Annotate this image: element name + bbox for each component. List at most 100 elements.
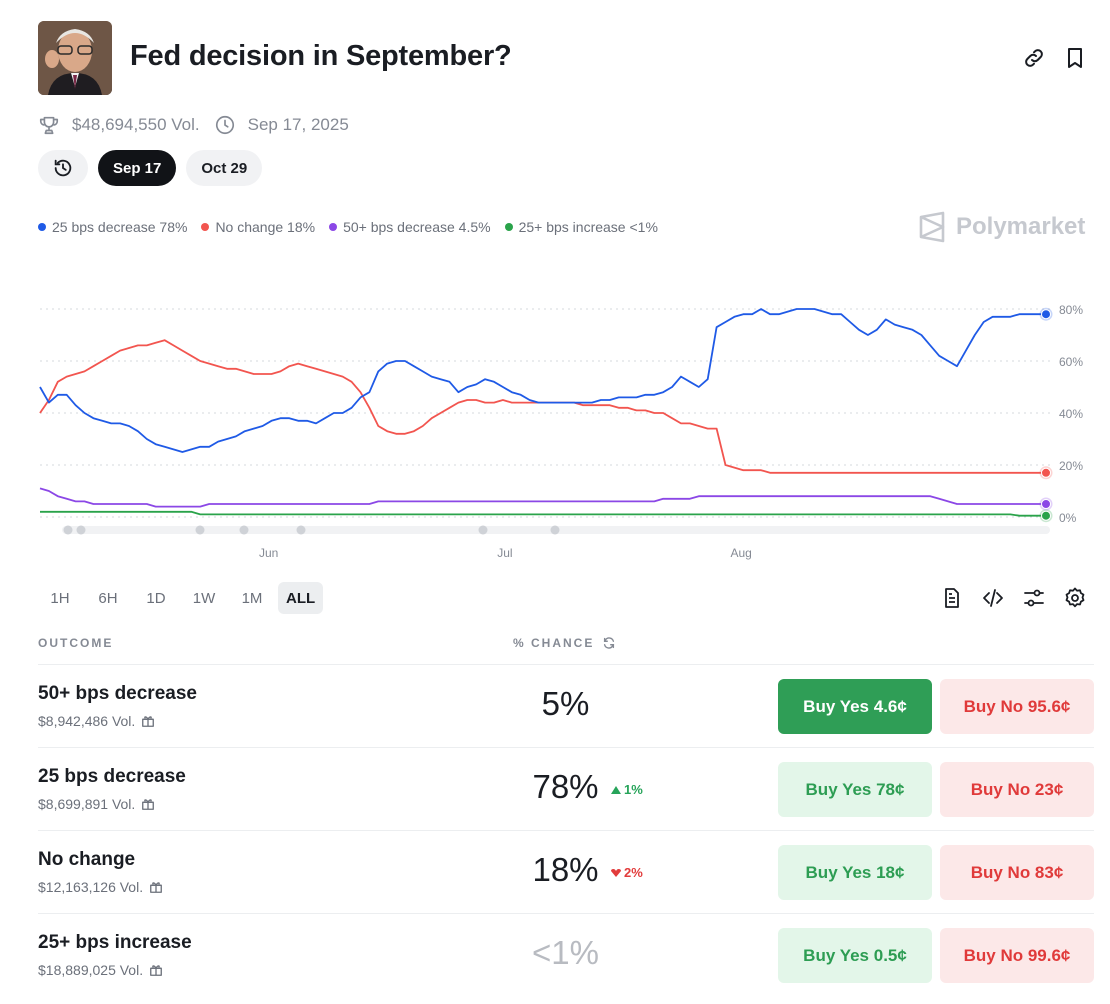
chart-legend: 25 bps decrease 78% No change 18% 50+ bp… xyxy=(38,219,658,235)
embed-code-icon[interactable] xyxy=(981,586,1005,610)
outcome-name: 50+ bps decrease xyxy=(38,683,197,704)
outcome-row[interactable]: 25+ bps increase $18,889,025 Vol. <1% Bu… xyxy=(38,913,1094,996)
time-range-selector: 1H 6H 1D 1W 1M ALL xyxy=(38,582,324,614)
history-icon xyxy=(54,159,72,177)
chance-delta-up: 1% xyxy=(611,782,643,797)
bookmark-icon[interactable] xyxy=(1063,46,1087,70)
outcome-row[interactable]: 50+ bps decrease $8,942,486 Vol. 5% Buy … xyxy=(38,664,1094,747)
timeline-event-dot[interactable] xyxy=(550,525,560,535)
timeline-event-dot[interactable] xyxy=(296,525,306,535)
polymarket-watermark: Polymarket xyxy=(918,211,1085,243)
legend-item: 25 bps decrease 78% xyxy=(38,219,187,235)
outcome-name: 25 bps decrease xyxy=(38,766,186,787)
clock-icon xyxy=(214,114,236,136)
chart-timeline xyxy=(62,525,1050,535)
date-pills: Sep 17 Oct 29 xyxy=(38,150,263,186)
legend-dot-purple xyxy=(329,223,338,231)
brand-text: Polymarket xyxy=(956,213,1086,240)
series-end-dot xyxy=(1041,467,1051,478)
settings-gear-icon[interactable] xyxy=(1063,586,1087,610)
outcome-row[interactable]: 25 bps decrease $8,699,891 Vol. 78% 1% B… xyxy=(38,747,1094,830)
market-meta: $48,694,550 Vol. Sep 17, 2025 xyxy=(38,114,349,136)
refresh-icon[interactable] xyxy=(602,636,616,650)
series-end-dot xyxy=(1041,499,1051,509)
y-axis-ticks: 80% 60% 40% 20% 0% xyxy=(1059,303,1083,525)
y-tick-label: 40% xyxy=(1059,407,1083,421)
range-1d[interactable]: 1D xyxy=(146,589,166,607)
y-tick-label: 0% xyxy=(1059,511,1077,525)
link-icon[interactable] xyxy=(1022,46,1046,70)
gift-icon xyxy=(150,882,163,893)
range-1w[interactable]: 1W xyxy=(192,589,216,607)
timeline-event-dot[interactable] xyxy=(195,525,205,535)
outcome-volume: $18,889,025 Vol. xyxy=(38,962,163,978)
chart-end-markers xyxy=(1039,307,1053,523)
buy-yes-button[interactable]: Buy Yes 0.5¢ xyxy=(778,928,932,983)
x-tick-label: Aug xyxy=(730,546,751,560)
pill-sep-17[interactable]: Sep 17 xyxy=(98,150,177,186)
buy-yes-button[interactable]: Buy Yes 78¢ xyxy=(778,762,932,817)
polymarket-logo-icon xyxy=(919,211,945,243)
chance-header-label: % CHANCE xyxy=(513,636,595,650)
series-line xyxy=(40,510,1046,517)
y-tick-label: 60% xyxy=(1059,355,1083,369)
history-pill[interactable] xyxy=(38,150,88,186)
outcome-volume: $12,163,126 Vol. xyxy=(38,879,163,895)
outcome-row[interactable]: No change $12,163,126 Vol. 18% 2% Buy Ye… xyxy=(38,830,1094,913)
pill-oct-29[interactable]: Oct 29 xyxy=(186,150,263,186)
series-end-dot xyxy=(1041,309,1051,320)
timeline-event-dot[interactable] xyxy=(478,525,488,535)
triangle-up-icon xyxy=(611,785,621,794)
series-line xyxy=(39,339,1046,474)
legend-label: 25 bps decrease 78% xyxy=(52,219,188,235)
legend-item: 50+ bps decrease 4.5% xyxy=(329,219,491,235)
legend-dot-red xyxy=(201,223,210,231)
chart-grid xyxy=(40,308,1050,518)
volume-text: $8,699,891 Vol. xyxy=(38,796,136,812)
trophy-icon xyxy=(38,114,60,136)
buy-yes-button[interactable]: Buy Yes 18¢ xyxy=(778,845,932,900)
volume-text: $18,889,025 Vol. xyxy=(38,962,144,978)
legend-label: 50+ bps decrease 4.5% xyxy=(343,219,491,235)
buy-no-button[interactable]: Buy No 23¢ xyxy=(940,762,1094,817)
legend-dot-green xyxy=(504,223,513,231)
volume-text: $12,163,126 Vol. xyxy=(38,879,144,895)
series-line xyxy=(39,308,1046,453)
range-1h[interactable]: 1H xyxy=(50,589,70,607)
series-line xyxy=(39,487,1046,508)
legend-dot-blue xyxy=(38,223,46,231)
chart-tools xyxy=(940,586,1087,610)
sliders-icon[interactable] xyxy=(1022,586,1046,610)
volume-text: $48,694,550 Vol. xyxy=(72,115,200,134)
buy-no-button[interactable]: Buy No 83¢ xyxy=(940,845,1094,900)
heart-down-icon xyxy=(611,868,621,877)
timeline-event-dot[interactable] xyxy=(63,525,73,535)
gift-icon xyxy=(142,716,155,727)
legend-label: No change 18% xyxy=(215,219,316,235)
outcome-chance: <1% xyxy=(532,934,599,971)
outcome-chance: 5% xyxy=(541,685,590,722)
series-end-dot xyxy=(1041,510,1051,521)
buy-no-button[interactable]: Buy No 99.6¢ xyxy=(940,928,1094,983)
outcome-column-header: OUTCOME xyxy=(38,636,114,650)
x-tick-label: Jun xyxy=(259,546,278,560)
outcome-name: No change xyxy=(38,849,136,870)
gift-icon xyxy=(142,799,155,810)
outcome-chance: 18% xyxy=(532,851,599,888)
document-icon[interactable] xyxy=(940,586,964,610)
range-6h[interactable]: 6H xyxy=(98,589,118,607)
legend-item: 25+ bps increase <1% xyxy=(504,219,658,235)
timeline-event-dot[interactable] xyxy=(239,525,249,535)
outcome-name: 25+ bps increase xyxy=(38,932,192,953)
timeline-event-dot[interactable] xyxy=(76,525,86,535)
legend-item: No change 18% xyxy=(201,219,315,235)
outcome-chance: 78% xyxy=(532,768,599,805)
range-all[interactable]: ALL xyxy=(278,582,324,614)
delta-text: 1% xyxy=(624,782,643,797)
price-chart[interactable]: 80% 60% 40% 20% 0% Jun Jul Aug xyxy=(0,280,1110,570)
page-title: Fed decision in September? xyxy=(130,40,512,72)
y-tick-label: 80% xyxy=(1059,303,1083,317)
buy-no-button[interactable]: Buy No 95.6¢ xyxy=(940,679,1094,734)
buy-yes-button[interactable]: Buy Yes 4.6¢ xyxy=(778,679,932,734)
range-1m[interactable]: 1M xyxy=(241,589,263,607)
